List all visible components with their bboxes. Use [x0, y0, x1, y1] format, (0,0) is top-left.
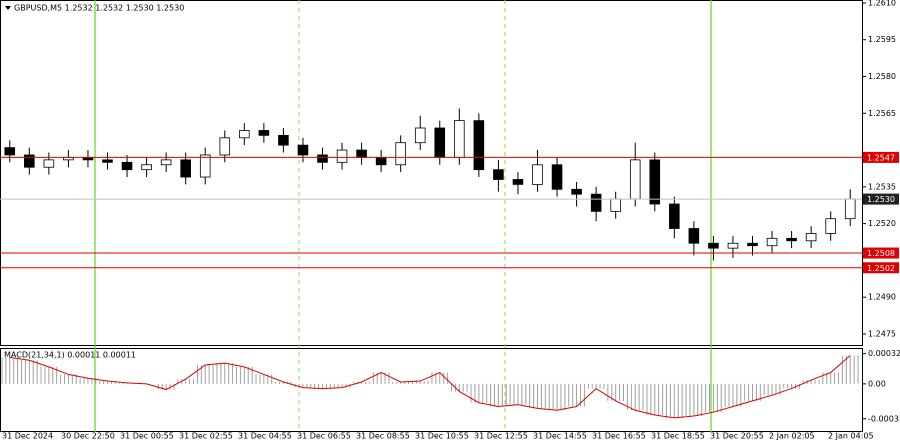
x-tick-label: 31 Dec 10:55: [415, 432, 469, 441]
macd-title: MACD(21,34,1) 0.00011 0.00011: [4, 351, 136, 360]
menu-arrow: [5, 6, 11, 10]
x-tick-label: 31 Dec 06:55: [297, 432, 351, 441]
candle-body: [532, 164, 543, 185]
level-label: 1.2502: [867, 264, 895, 273]
main-frame: [0, 0, 863, 346]
candle-body: [258, 130, 270, 136]
candle-body: [395, 142, 406, 166]
candle-body: [317, 154, 328, 163]
y-tick-label: 1.2535: [868, 182, 896, 191]
signal-line: [9, 355, 851, 419]
candle-body: [160, 159, 172, 166]
y-tick-label: 1.2520: [868, 219, 896, 228]
x-tick-label: 30 Dec 22:50: [61, 432, 115, 441]
candle-body: [473, 120, 485, 171]
x-tick-label: 31 Dec 04:55: [238, 432, 292, 441]
y-tick-label: 1.2490: [868, 293, 896, 302]
candle-body: [219, 137, 231, 156]
y-tick-label: 1.2580: [868, 72, 896, 81]
level-tag: [863, 151, 899, 163]
candle-body: [121, 161, 133, 171]
candle-body: [766, 237, 778, 247]
candle-body: [727, 242, 739, 249]
candle-body: [512, 179, 524, 185]
y-tick-label: -0.00037: [868, 414, 900, 423]
candle-body: [454, 120, 465, 158]
macd-frame: [0, 348, 863, 432]
candle-body: [844, 198, 856, 220]
candle-body: [669, 203, 680, 229]
candle-body: [414, 127, 426, 144]
x-tick-label: 2 Jan 04:05: [828, 432, 874, 441]
x-tick-label: 2 Jan 02:05: [769, 432, 815, 441]
y-tick-label: 1.2565: [868, 109, 896, 118]
candle-body: [629, 159, 641, 200]
level-label: 1.2530: [867, 195, 895, 204]
candle-body: [708, 242, 719, 249]
candle-body: [747, 242, 758, 247]
candle-body: [278, 134, 289, 146]
x-tick-label: 31 Dec 2024: [2, 432, 53, 441]
y-tick-label: 1.2610: [868, 0, 896, 7]
candle-body: [239, 130, 250, 139]
x-tick-label: 31 Dec 14:55: [533, 432, 587, 441]
separators: [94, 0, 712, 432]
candle-body: [434, 127, 446, 158]
x-tick-label: 31 Dec 12:55: [474, 432, 528, 441]
candle-body: [375, 157, 387, 166]
x-tick-label: 31 Dec 00:55: [120, 432, 174, 441]
x-tick-label: 31 Dec 18:55: [651, 432, 705, 441]
candle-body: [571, 188, 582, 195]
chart-title: GBPUSD,M5 1.2532 1.2532 1.2530 1.2530: [14, 4, 184, 13]
candle-body: [786, 237, 797, 242]
candle-body: [199, 154, 211, 178]
candle-body: [180, 159, 191, 178]
candle-body: [825, 218, 836, 234]
candle-body: [24, 154, 35, 168]
candle-body: [493, 169, 504, 180]
x-tick-label: 31 Dec 02:55: [179, 432, 233, 441]
x-tick-label: 31 Dec 08:55: [356, 432, 410, 441]
level-tag: [863, 247, 899, 259]
y-tick-label: 1.2475: [868, 329, 896, 338]
candle-body: [43, 159, 55, 168]
y-tick-label: 0.00032: [868, 349, 900, 358]
y-tick-label: 1.2595: [868, 35, 896, 44]
candle-body: [649, 159, 661, 205]
level-label: 1.2508: [867, 249, 895, 258]
candle-body: [551, 164, 563, 190]
x-tick-label: 31 Dec 16:55: [592, 432, 646, 441]
level-tag: [863, 262, 899, 274]
candle-body: [805, 233, 817, 242]
candle-body: [141, 164, 152, 171]
x-tick-label: 31 Dec 20:55: [710, 432, 764, 441]
candle-body: [336, 149, 348, 163]
candle-body: [610, 198, 621, 212]
candle-body: [297, 144, 309, 156]
candle-body: [102, 159, 113, 163]
candle-body: [4, 147, 16, 156]
candle-body: [688, 228, 700, 244]
candle-body: [590, 193, 602, 212]
y-tick-label: 0.00: [868, 379, 886, 388]
level-tag: [863, 193, 899, 205]
level-label: 1.2547: [867, 153, 895, 162]
candle-body: [356, 149, 367, 158]
